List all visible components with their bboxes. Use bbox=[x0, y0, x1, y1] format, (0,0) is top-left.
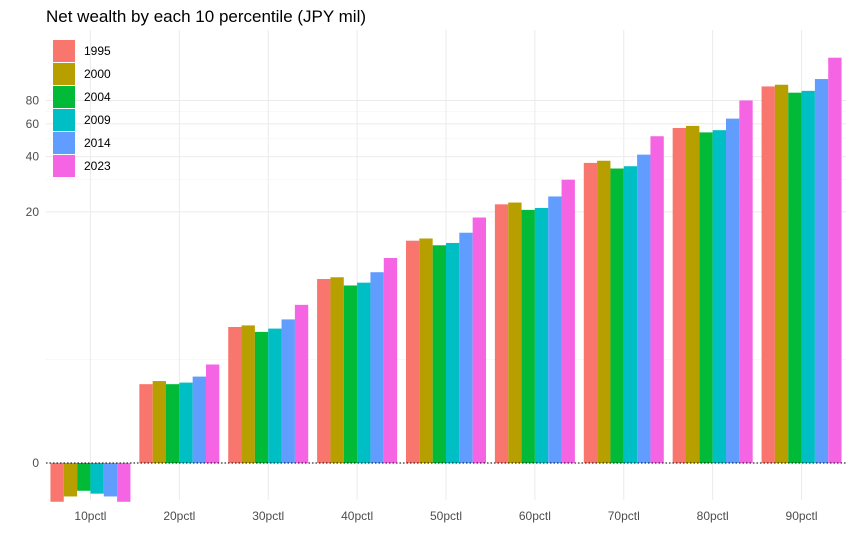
bar-30pctl-2014 bbox=[281, 319, 295, 463]
bar-30pctl-2004 bbox=[254, 331, 269, 463]
bar-40pctl-2000 bbox=[330, 277, 344, 463]
x-tick-label: 80pctl bbox=[697, 509, 729, 523]
bar-60pctl-2000 bbox=[508, 202, 522, 463]
bar-10pctl-2014 bbox=[103, 463, 118, 497]
bar-20pctl-2004 bbox=[166, 384, 180, 463]
y-tick-label: 80 bbox=[26, 93, 40, 107]
bar-10pctl-2004 bbox=[77, 463, 91, 491]
bar-40pctl-2023 bbox=[383, 257, 398, 463]
bar-90pctl-1995 bbox=[761, 86, 775, 463]
legend-swatch-2000 bbox=[53, 63, 75, 85]
x-tick-label: 40pctl bbox=[341, 509, 373, 523]
legend: 1995 2000 2004 2009 2014 2023 bbox=[53, 40, 111, 177]
bar-90pctl-2014 bbox=[814, 79, 829, 463]
bar-80pctl-2009 bbox=[712, 130, 726, 463]
x-tick-label: 60pctl bbox=[519, 509, 551, 523]
bar-20pctl-2000 bbox=[152, 381, 166, 463]
bar-10pctl-2023 bbox=[117, 463, 131, 502]
bar-60pctl-2014 bbox=[548, 196, 562, 464]
bar-30pctl-2000 bbox=[241, 325, 255, 463]
bar-70pctl-2000 bbox=[597, 160, 611, 463]
x-tick-label: 10pctl bbox=[74, 509, 106, 523]
bar-80pctl-1995 bbox=[672, 128, 686, 463]
bar-40pctl-1995 bbox=[317, 279, 331, 463]
legend-swatch-1995 bbox=[53, 40, 75, 62]
bar-10pctl-2000 bbox=[63, 463, 78, 497]
bar-10pctl-2009 bbox=[90, 463, 104, 494]
legend-swatch-2009 bbox=[53, 109, 75, 131]
y-tick-label: 20 bbox=[26, 205, 40, 219]
bar-80pctl-2000 bbox=[686, 125, 700, 463]
bar-30pctl-2009 bbox=[268, 328, 282, 463]
bar-90pctl-2004 bbox=[788, 92, 802, 463]
y-tick-label: 40 bbox=[26, 150, 40, 164]
bars bbox=[46, 57, 846, 502]
bar-80pctl-2004 bbox=[699, 132, 713, 463]
bar-80pctl-2023 bbox=[739, 100, 753, 463]
x-tick-label: 70pctl bbox=[608, 509, 640, 523]
bar-50pctl-2014 bbox=[459, 232, 473, 463]
bar-60pctl-2004 bbox=[521, 209, 535, 463]
bar-70pctl-1995 bbox=[583, 162, 598, 463]
bar-70pctl-2023 bbox=[650, 136, 664, 463]
bar-90pctl-2009 bbox=[801, 90, 815, 463]
bar-70pctl-2004 bbox=[610, 168, 624, 463]
bar-60pctl-2023 bbox=[561, 179, 575, 464]
bar-30pctl-1995 bbox=[228, 326, 242, 463]
legend-label-2009: 2009 bbox=[84, 113, 111, 127]
bar-50pctl-2000 bbox=[419, 238, 433, 463]
bar-20pctl-2023 bbox=[206, 364, 220, 463]
x-tick-label: 90pctl bbox=[786, 509, 818, 523]
legend-label-2014: 2014 bbox=[84, 136, 111, 150]
bar-80pctl-2014 bbox=[726, 118, 740, 464]
bar-60pctl-1995 bbox=[494, 204, 509, 464]
legend-label-2000: 2000 bbox=[84, 67, 111, 81]
axis-ticks: 0 20 40 60 80 10pctl 20pctl 30pctl 40pctl 50pctl 6… bbox=[26, 93, 818, 523]
legend-label-1995: 1995 bbox=[84, 44, 111, 58]
bar-90pctl-2023 bbox=[828, 57, 842, 464]
bar-20pctl-1995 bbox=[139, 384, 153, 463]
x-tick-label: 30pctl bbox=[252, 509, 284, 523]
bar-40pctl-2009 bbox=[357, 282, 371, 463]
bar-90pctl-2000 bbox=[774, 84, 789, 464]
bar-70pctl-2009 bbox=[623, 166, 638, 463]
bar-40pctl-2004 bbox=[343, 285, 358, 463]
bar-40pctl-2014 bbox=[370, 272, 384, 463]
legend-swatch-2004 bbox=[53, 86, 75, 108]
bar-50pctl-2009 bbox=[446, 242, 460, 463]
bar-50pctl-2004 bbox=[432, 245, 446, 463]
x-tick-label: 20pctl bbox=[163, 509, 195, 523]
bar-10pctl-1995 bbox=[50, 463, 64, 502]
bar-50pctl-1995 bbox=[406, 240, 420, 463]
chart-title: Net wealth by each 10 percentile (JPY mi… bbox=[46, 7, 366, 26]
legend-swatch-2023 bbox=[53, 155, 75, 177]
bar-30pctl-2023 bbox=[294, 304, 309, 463]
legend-swatch-2014 bbox=[53, 132, 75, 154]
bar-20pctl-2009 bbox=[179, 382, 193, 463]
x-tick-label: 50pctl bbox=[430, 509, 462, 523]
legend-label-2023: 2023 bbox=[84, 159, 111, 173]
bar-20pctl-2014 bbox=[192, 376, 206, 463]
y-tick-label: 0 bbox=[32, 456, 39, 470]
bar-70pctl-2014 bbox=[637, 154, 651, 463]
bar-50pctl-2023 bbox=[472, 217, 486, 463]
y-tick-label: 60 bbox=[26, 117, 40, 131]
bar-60pctl-2009 bbox=[534, 207, 549, 463]
legend-label-2004: 2004 bbox=[84, 90, 111, 104]
